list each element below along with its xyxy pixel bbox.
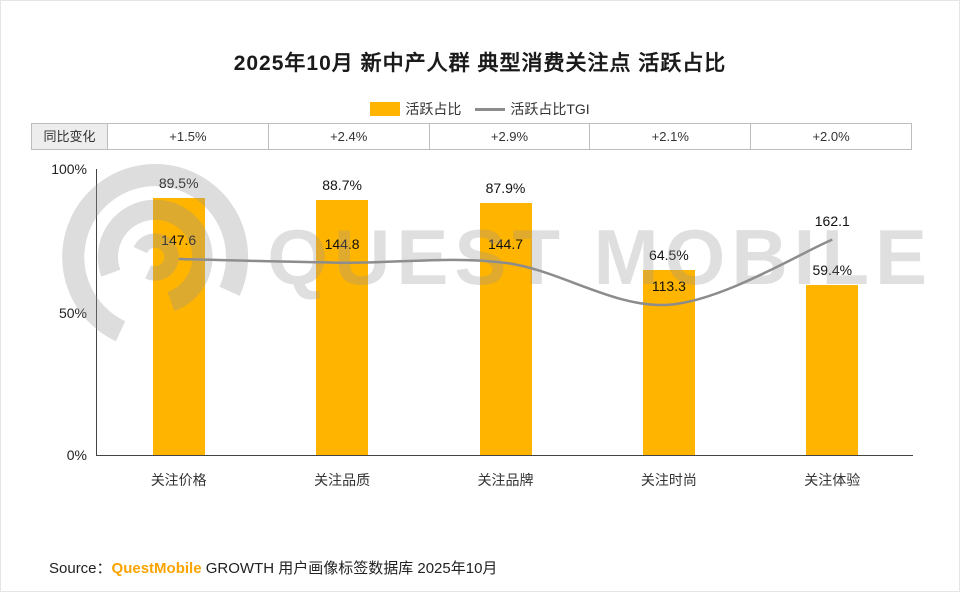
line-series-swatch-icon <box>475 107 506 111</box>
yoy-change-cell: +2.4% <box>267 124 429 149</box>
legend-bar-label: 活跃占比 <box>405 101 462 117</box>
category-label: 关注价格 <box>150 472 207 488</box>
source-note: Source：QuestMobile GROWTH 用户画像标签数据库 2025… <box>49 557 497 578</box>
legend-line-label: 活跃占比TGI <box>510 101 590 117</box>
yoy-change-header: 同比变化 <box>32 124 107 149</box>
source-rest: GROWTH 用户画像标签数据库 2025年10月 <box>201 560 498 577</box>
tgi-line <box>178 238 833 307</box>
bar <box>479 202 532 455</box>
yoy-change-cell: +1.5% <box>107 124 268 149</box>
bar <box>642 269 695 455</box>
yoy-change-cell: +2.0% <box>750 124 911 149</box>
source-prefix: Source： <box>49 560 112 577</box>
chart-title: 2025年10月 新中产人群 典型消费关注点 活跃占比 <box>233 52 727 75</box>
bar-value-label: 89.5% <box>158 175 199 192</box>
category-label: 关注体验 <box>804 472 861 488</box>
bar-value-label: 87.9% <box>485 179 526 196</box>
bar-value-label: 59.4% <box>812 261 853 278</box>
legend-item-bar: 活跃占比 <box>370 99 461 119</box>
y-axis-tick-50: 50% <box>58 305 87 321</box>
legend: 活跃占比 活跃占比TGI <box>1 99 959 119</box>
tgi-value-label: 113.3 <box>651 277 686 294</box>
legend-item-line: 活跃占比TGI <box>475 99 590 119</box>
bar-series-swatch-icon <box>370 102 401 116</box>
yoy-change-cell: +2.9% <box>428 124 590 149</box>
category-label: 关注品质 <box>314 472 371 488</box>
y-axis-tick-0: 0% <box>66 447 87 463</box>
category-label: 关注品牌 <box>477 472 534 488</box>
tgi-value-label: 162.1 <box>814 212 850 229</box>
bar <box>316 200 369 455</box>
bar <box>806 284 859 455</box>
plot-area: 89.5% 147.6 关注价格 88.7% 144.8 关注品质 87.9% 144.7 关注… <box>96 169 913 488</box>
source-brand: QuestMobile <box>111 560 202 577</box>
bar-value-label: 88.7% <box>322 177 362 194</box>
yoy-change-table: 同比变化 +1.5% +2.4% +2.9% +2.1% +2.0% <box>31 123 912 150</box>
bar <box>152 198 205 455</box>
tgi-value-label: 147.6 <box>161 231 197 248</box>
y-axis-tick-100: 100% <box>51 161 87 177</box>
yoy-change-cell: +2.1% <box>589 124 751 149</box>
category-label: 关注时尚 <box>640 472 697 488</box>
tgi-value-label: 144.8 <box>324 235 360 252</box>
bar-value-label: 64.5% <box>649 246 689 263</box>
tgi-value-label: 144.7 <box>487 235 524 252</box>
